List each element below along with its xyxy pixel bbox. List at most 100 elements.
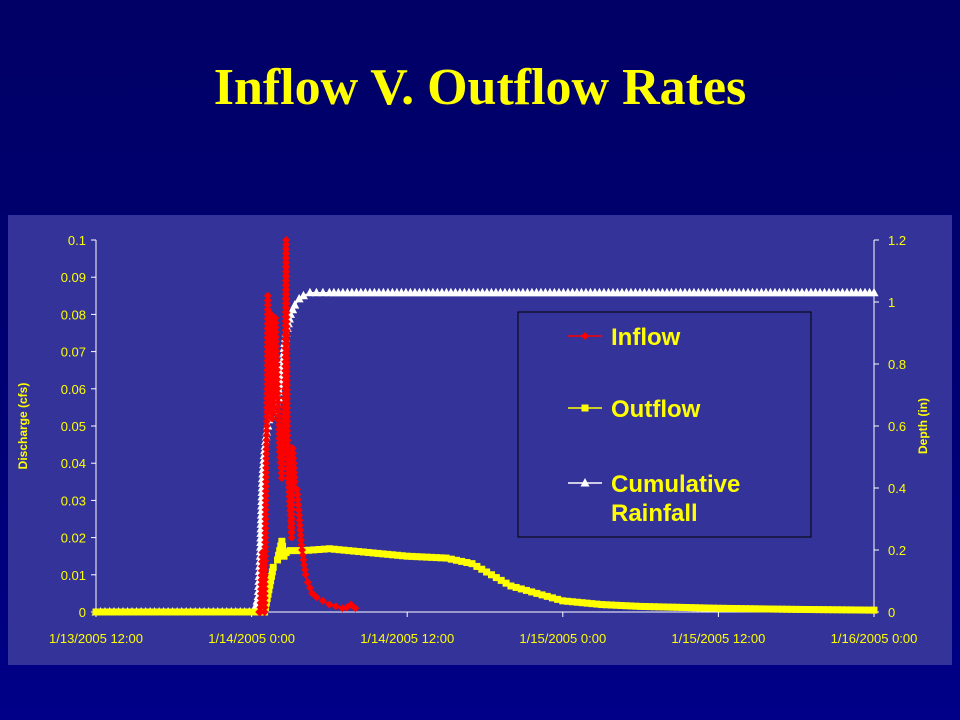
- data-point: [257, 505, 267, 515]
- data-point: [374, 549, 382, 557]
- data-point: [269, 403, 278, 412]
- y2-axis-title: Depth (in): [916, 398, 930, 454]
- data-point: [283, 436, 292, 445]
- data-point: [843, 606, 851, 614]
- data-point: [282, 363, 291, 372]
- y2-tick-label: 0.2: [888, 543, 906, 558]
- data-point: [287, 505, 296, 514]
- data-point: [692, 604, 700, 612]
- data-point: [778, 605, 786, 613]
- y-tick-label: 0.09: [61, 270, 86, 285]
- data-point: [278, 455, 287, 464]
- data-point: [282, 308, 291, 317]
- data-point: [673, 603, 681, 611]
- data-point: [279, 542, 287, 550]
- data-point: [335, 546, 343, 554]
- data-point: [179, 608, 187, 616]
- data-point: [292, 485, 301, 494]
- data-point: [517, 585, 525, 593]
- data-point: [458, 557, 466, 565]
- data-point: [617, 601, 625, 609]
- data-point: [274, 402, 283, 411]
- data-point: [260, 589, 269, 598]
- data-point: [473, 562, 481, 570]
- data-point: [564, 597, 572, 605]
- data-point: [593, 600, 601, 608]
- data-point: [269, 398, 278, 407]
- data-point: [687, 604, 695, 612]
- data-point: [548, 594, 556, 602]
- data-point: [393, 551, 401, 559]
- data-point: [261, 542, 270, 551]
- data-point: [271, 328, 280, 337]
- data-point: [261, 491, 270, 500]
- data-point: [742, 605, 750, 613]
- data-point: [369, 549, 377, 557]
- data-point: [792, 605, 800, 613]
- data-point: [701, 604, 709, 612]
- data-point: [260, 598, 269, 607]
- data-point: [287, 547, 294, 555]
- data-point: [184, 608, 192, 616]
- data-point: [330, 545, 338, 553]
- data-point: [261, 487, 270, 496]
- data-point: [272, 365, 281, 374]
- x-tick-label: 1/14/2005 12:00: [360, 631, 454, 646]
- data-point: [282, 344, 291, 353]
- data-point: [287, 514, 296, 523]
- data-point: [156, 608, 164, 616]
- data-point: [280, 552, 288, 560]
- data-point: [283, 422, 292, 430]
- data-point: [282, 258, 291, 267]
- data-point: [261, 538, 270, 547]
- data-point: [256, 528, 266, 537]
- data-point: [272, 351, 281, 360]
- data-point: [298, 290, 308, 300]
- data-point: [273, 384, 282, 393]
- data-point: [262, 431, 271, 440]
- x-tick-label: 1/13/2005 12:00: [49, 631, 143, 646]
- data-point: [274, 420, 283, 429]
- data-point: [468, 560, 476, 568]
- data-point: [256, 608, 265, 616]
- data-point: [290, 300, 300, 309]
- data-point: [243, 608, 251, 616]
- legend-marker: [580, 478, 590, 487]
- data-point: [282, 322, 291, 331]
- data-point: [271, 318, 280, 327]
- data-point: [655, 603, 663, 611]
- data-point: [290, 463, 299, 472]
- data-point: [273, 393, 282, 402]
- data-point: [442, 554, 450, 562]
- data-point: [308, 589, 317, 598]
- data-point: [669, 603, 677, 611]
- data-point: [282, 236, 291, 244]
- data-point: [264, 590, 272, 598]
- data-point: [293, 547, 301, 555]
- data-point: [418, 553, 426, 561]
- data-point: [282, 358, 291, 367]
- data-point: [588, 600, 596, 608]
- legend-marker: [581, 404, 589, 412]
- data-point: [583, 599, 591, 607]
- data-point: [283, 412, 292, 421]
- data-point: [268, 414, 277, 423]
- legend-label: Cumulative: [611, 471, 740, 498]
- legend-marker: [581, 332, 589, 340]
- data-point: [705, 604, 713, 612]
- data-point: [274, 556, 282, 564]
- data-point: [710, 604, 718, 612]
- data-point: [820, 606, 828, 614]
- data-point: [300, 560, 309, 569]
- data-point: [287, 500, 296, 509]
- legend-item-outflow: Outflow: [568, 396, 701, 423]
- y2-tick-label: 0.6: [888, 419, 906, 434]
- data-point: [193, 608, 201, 616]
- data-point: [737, 605, 745, 613]
- data-point: [318, 596, 327, 605]
- data-point: [756, 605, 764, 613]
- data-point: [267, 572, 275, 580]
- data-point: [129, 608, 137, 616]
- data-point: [282, 548, 290, 556]
- data-point: [312, 593, 321, 602]
